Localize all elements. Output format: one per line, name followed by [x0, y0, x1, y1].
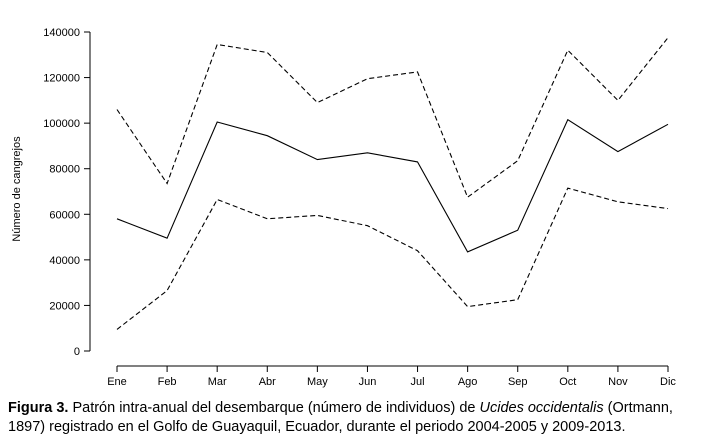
y-tick-label: 120000	[43, 73, 80, 85]
y-tick-label: 20000	[49, 300, 80, 312]
y-axis: 0 20000 40000 60000 80000 100000 120000 140000	[43, 27, 91, 358]
lower-dashed-series-line	[116, 187, 669, 330]
figure-caption: Figura 3. Patrón intra-anual del desemba…	[8, 399, 698, 437]
caption-text-before: Patrón intra-anual del desembarque (núme…	[68, 400, 480, 416]
y-tick-label: 40000	[49, 255, 80, 267]
x-tick-label: Dic	[660, 376, 676, 388]
series-layer	[116, 37, 669, 330]
mean-series-line	[116, 118, 669, 253]
caption-label: Figura 3.	[8, 400, 69, 416]
y-tick-label: 60000	[49, 209, 80, 221]
x-tick-label: Feb	[158, 376, 177, 388]
y-tick-label: 80000	[49, 164, 80, 176]
x-tick-label: Jun	[359, 376, 377, 388]
x-tick-label: Ago	[458, 376, 478, 388]
caption-species: Ucides occidentalis	[479, 400, 604, 416]
x-axis: Ene Feb Mar Abr May Jun Jul Ago Sep Oct Nov Dic	[107, 365, 676, 388]
x-tick-label: Nov	[608, 376, 628, 388]
line-chart: 020000400006000080000100000120000140000 …	[11, 27, 676, 388]
x-tick-label: Sep	[508, 376, 528, 388]
x-tick-label: Ene	[107, 376, 127, 388]
y-tick-label: 140000	[43, 27, 80, 39]
x-tick-label: Jul	[411, 376, 425, 388]
x-tick-label: May	[307, 376, 328, 388]
x-tick-label: Oct	[559, 376, 576, 388]
upper-dashed-series-line	[116, 37, 669, 199]
caption-text-after: (Ortmann, 1897) registrado en el Golfo d…	[8, 400, 673, 435]
y-tick-label: 100000	[43, 118, 80, 130]
y-tick-label: 0	[74, 346, 80, 358]
x-tick-label: Abr	[259, 376, 276, 388]
y-axis-label: Número de cangrejos	[11, 136, 23, 242]
x-tick-label: Mar	[208, 376, 227, 388]
